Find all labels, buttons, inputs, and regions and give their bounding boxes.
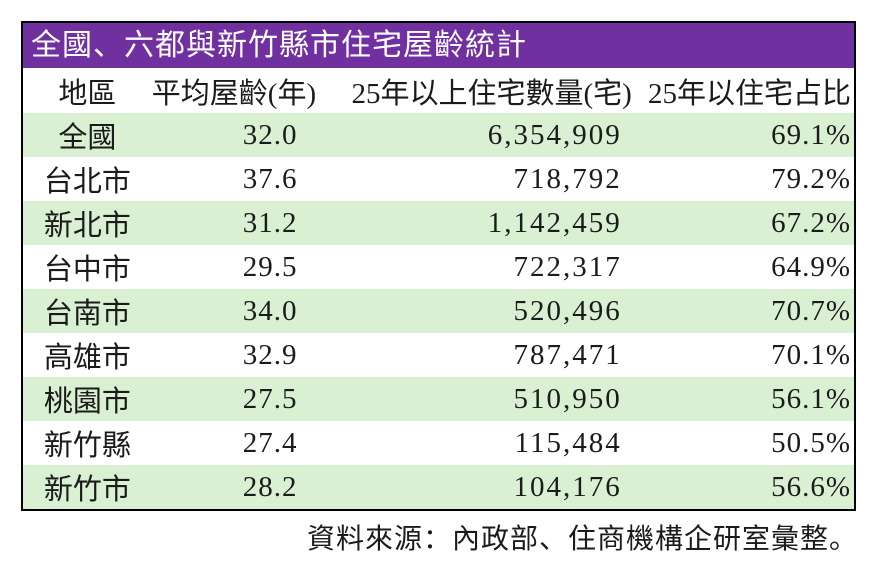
table-row: 台南市 34.0 520,496 70.7% <box>23 289 854 333</box>
avg-age-cell: 34.0 <box>242 294 298 327</box>
table-row: 台中市 29.5 722,317 64.9% <box>23 245 854 289</box>
column-header-count-25y: 25年以上住宅數量(宅) <box>351 77 632 110</box>
count-cell: 520,496 <box>513 294 622 327</box>
housing-age-table: 地區 平均屋齡(年) 25年以上住宅數量(宅) 25年以住宅占比 全國 32.0… <box>23 68 854 509</box>
share-cell: 56.6% <box>771 470 851 503</box>
column-header-share-25y: 25年以住宅占比 <box>647 77 851 110</box>
avg-age-cell: 31.2 <box>242 206 298 239</box>
table-row: 新竹縣 27.4 115,484 50.5% <box>23 421 854 465</box>
count-cell: 6,354,909 <box>487 118 622 151</box>
share-cell: 64.9% <box>771 250 851 283</box>
share-cell: 50.5% <box>771 426 851 459</box>
share-cell: 69.1% <box>771 118 851 151</box>
avg-age-cell: 32.0 <box>242 118 298 151</box>
column-header-avg-age: 平均屋齡(年) <box>151 77 317 110</box>
avg-age-cell: 27.5 <box>242 382 298 415</box>
count-cell: 510,950 <box>513 382 622 415</box>
share-cell: 67.2% <box>771 206 851 239</box>
avg-age-cell: 27.4 <box>242 426 298 459</box>
region-cell: 全國 <box>58 122 117 154</box>
table-header-row: 地區 平均屋齡(年) 25年以上住宅數量(宅) 25年以住宅占比 <box>23 68 854 113</box>
region-cell: 新北市 <box>43 210 131 242</box>
table-row: 全國 32.0 6,354,909 69.1% <box>23 113 854 157</box>
table-row: 桃園市 27.5 510,950 56.1% <box>23 377 854 421</box>
table-row: 新北市 31.2 1,142,459 67.2% <box>23 201 854 245</box>
count-cell: 115,484 <box>514 426 622 459</box>
count-cell: 718,792 <box>513 162 622 195</box>
avg-age-cell: 37.6 <box>242 162 298 195</box>
table-row: 台北市 37.6 718,792 79.2% <box>23 157 854 201</box>
count-cell: 722,317 <box>513 250 622 283</box>
share-cell: 70.1% <box>771 338 851 371</box>
region-cell: 桃園市 <box>43 386 131 418</box>
table-row: 新竹市 28.2 104,176 56.6% <box>23 465 854 509</box>
share-cell: 56.1% <box>771 382 851 415</box>
count-cell: 787,471 <box>513 338 622 371</box>
housing-age-table-frame: 全國、六都與新竹縣市住宅屋齡統計 地區 平均屋齡(年) 25年以上住宅數量(宅)… <box>21 21 856 511</box>
share-cell: 70.7% <box>771 294 851 327</box>
avg-age-cell: 29.5 <box>242 250 298 283</box>
share-cell: 79.2% <box>771 162 851 195</box>
count-cell: 1,142,459 <box>487 206 622 239</box>
column-header-region: 地區 <box>58 77 117 110</box>
region-cell: 台中市 <box>43 254 131 286</box>
table-title: 全國、六都與新竹縣市住宅屋齡統計 <box>23 23 854 68</box>
region-cell: 台北市 <box>43 166 131 198</box>
count-cell: 104,176 <box>513 470 622 503</box>
region-cell: 新竹縣 <box>43 430 131 462</box>
region-cell: 高雄市 <box>43 342 131 374</box>
region-cell: 新竹市 <box>43 474 131 506</box>
avg-age-cell: 28.2 <box>242 470 298 503</box>
avg-age-cell: 32.9 <box>242 338 298 371</box>
table-row: 高雄市 32.9 787,471 70.1% <box>23 333 854 377</box>
source-note: 資料來源：內政部、住商機構企研室彙整。 <box>306 524 858 555</box>
region-cell: 台南市 <box>43 298 131 330</box>
